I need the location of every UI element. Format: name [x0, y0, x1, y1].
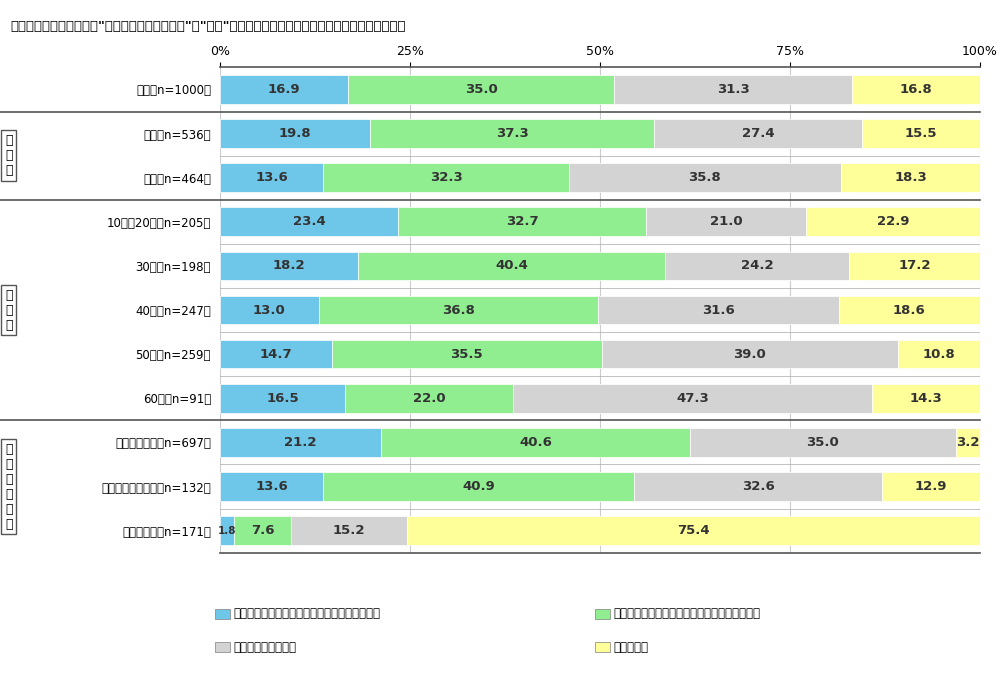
Text: 12.9: 12.9	[915, 480, 947, 493]
Bar	[882, 472, 980, 501]
Bar	[690, 428, 956, 457]
Text: 13.0: 13.0	[253, 303, 286, 317]
Text: どちらとも言えない: どちらとも言えない	[233, 640, 296, 654]
Bar	[220, 384, 345, 412]
Bar	[370, 119, 654, 148]
Bar	[839, 296, 980, 324]
Bar	[841, 163, 980, 192]
Text: 15.2: 15.2	[333, 524, 365, 537]
Bar	[345, 384, 513, 412]
Bar	[956, 428, 980, 457]
Text: 3.2: 3.2	[956, 436, 980, 449]
Text: 商品を購入するときに、"温室効果ガス削減効果"と"価格"ではどちらを重視して選ぶか　［単一回答形式］: 商品を購入するときに、"温室効果ガス削減効果"と"価格"ではどちらを重視して選ぶ…	[10, 20, 406, 33]
Text: 10.8: 10.8	[923, 348, 955, 361]
Text: わからない: わからない	[613, 640, 648, 654]
Bar	[323, 163, 569, 192]
Text: 22.0: 22.0	[413, 392, 445, 405]
Bar	[332, 340, 602, 369]
Text: 27.4: 27.4	[742, 127, 774, 140]
Text: 35.0: 35.0	[806, 436, 839, 449]
Text: 75.4: 75.4	[677, 524, 710, 537]
Text: 31.6: 31.6	[702, 303, 735, 317]
Text: 47.3: 47.3	[676, 392, 709, 405]
Text: 32.3: 32.3	[430, 171, 462, 184]
Text: 19.8: 19.8	[279, 127, 312, 140]
Text: 32.7: 32.7	[506, 215, 538, 228]
Text: 13.6: 13.6	[255, 171, 288, 184]
Text: 24.2: 24.2	[741, 259, 774, 272]
Text: 21.0: 21.0	[710, 215, 742, 228]
Bar	[220, 119, 370, 148]
Bar	[234, 516, 291, 545]
Bar	[220, 428, 381, 457]
Text: 36.8: 36.8	[442, 303, 475, 317]
Bar	[220, 516, 234, 545]
Bar	[852, 75, 980, 104]
Text: 15.5: 15.5	[905, 127, 937, 140]
Bar	[220, 163, 323, 192]
Text: 21.2: 21.2	[284, 436, 317, 449]
Text: 年
代
別: 年 代 別	[5, 288, 12, 332]
Text: 価格よりも、温室効果ガス削減効果を重視する: 価格よりも、温室効果ガス削減効果を重視する	[233, 607, 380, 620]
Text: 22.9: 22.9	[877, 215, 909, 228]
Text: 23.4: 23.4	[293, 215, 325, 228]
Text: 40.9: 40.9	[462, 480, 495, 493]
Bar	[665, 251, 849, 280]
Bar	[348, 75, 614, 104]
Bar	[220, 296, 319, 324]
Bar	[862, 119, 980, 148]
Bar	[291, 516, 407, 545]
Text: 16.9: 16.9	[268, 83, 301, 96]
Text: 温室効果ガス削減効果よりも、価格を重視する: 温室効果ガス削減効果よりも、価格を重視する	[613, 607, 760, 620]
Bar	[898, 340, 980, 369]
Text: 取
り
組
み
意
向: 取 り 組 み 意 向	[5, 443, 12, 530]
Text: 1.8: 1.8	[218, 526, 236, 536]
Text: 16.5: 16.5	[266, 392, 299, 405]
Text: 31.3: 31.3	[717, 83, 750, 96]
Bar	[381, 428, 690, 457]
Text: 40.6: 40.6	[519, 436, 552, 449]
Bar	[513, 384, 872, 412]
Bar	[634, 472, 882, 501]
Text: 14.7: 14.7	[260, 348, 292, 361]
Bar	[614, 75, 852, 104]
Bar	[220, 251, 358, 280]
Bar	[872, 384, 981, 412]
Text: 18.2: 18.2	[273, 259, 305, 272]
Text: 35.5: 35.5	[450, 348, 483, 361]
Text: 男
女
別: 男 女 別	[5, 134, 12, 177]
Text: 40.4: 40.4	[495, 259, 528, 272]
Bar	[220, 340, 332, 369]
Bar	[323, 472, 634, 501]
Bar	[319, 296, 598, 324]
Text: 16.8: 16.8	[900, 83, 933, 96]
Bar	[806, 208, 980, 236]
Text: 35.0: 35.0	[465, 83, 498, 96]
Text: 37.3: 37.3	[496, 127, 529, 140]
Bar	[569, 163, 841, 192]
Bar	[602, 340, 898, 369]
Bar	[849, 251, 980, 280]
Bar	[220, 75, 348, 104]
Bar	[598, 296, 839, 324]
Bar	[358, 251, 665, 280]
Bar	[398, 208, 646, 236]
Text: 14.3: 14.3	[910, 392, 943, 405]
Text: 18.6: 18.6	[893, 303, 926, 317]
Text: 18.3: 18.3	[894, 171, 927, 184]
Text: 7.6: 7.6	[251, 524, 274, 537]
Bar	[220, 472, 323, 501]
Bar	[220, 208, 398, 236]
Text: 39.0: 39.0	[733, 348, 766, 361]
Bar	[646, 208, 806, 236]
Bar	[654, 119, 862, 148]
Text: 17.2: 17.2	[898, 259, 931, 272]
Bar	[407, 516, 980, 545]
Text: 13.6: 13.6	[255, 480, 288, 493]
Text: 35.8: 35.8	[689, 171, 721, 184]
Text: 32.6: 32.6	[742, 480, 774, 493]
